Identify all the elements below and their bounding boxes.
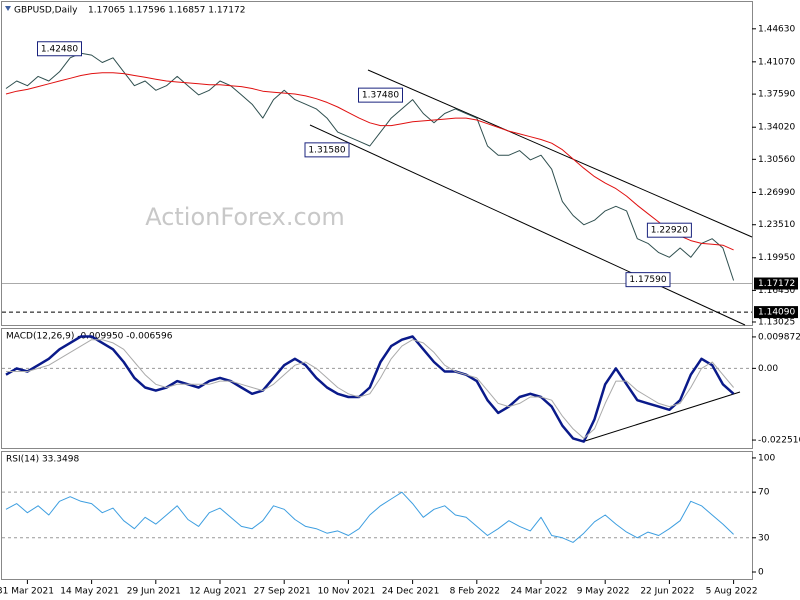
y-tick-label: 70: [758, 488, 770, 498]
x-tick-label: 14 May 2021: [60, 587, 119, 597]
price-panel: [1, 1, 753, 326]
y-tick-label: 1.26990: [758, 188, 795, 198]
annotation-label: 1.17590: [629, 275, 666, 285]
series-line: [5, 52, 735, 281]
x-tick-label: 27 Sep 2021: [254, 587, 311, 597]
x-tick-label: 31 Mar 2021: [0, 587, 54, 597]
y-tick-label: 1.19950: [758, 253, 795, 263]
annotation-box: [37, 41, 82, 57]
x-tick-label: 12 Aug 2021: [189, 587, 247, 597]
price-label: 1.17172: [758, 279, 795, 289]
chart-subtitle: 1.17065 1.17596 1.16857 1.17172: [88, 6, 245, 16]
macd-panel: [1, 328, 753, 449]
x-tick-label: 24 Dec 2021: [382, 587, 440, 597]
annotation-box: [646, 222, 692, 238]
annotation-box: [358, 87, 403, 103]
x-tick-label: 29 Jun 2021: [127, 587, 181, 597]
annotation-label: 1.42480: [41, 44, 78, 54]
watermark: ActionForex.com: [145, 203, 345, 231]
y-tick-label: 1.13025: [758, 317, 795, 327]
annotation-label: 1.22920: [651, 226, 688, 236]
x-tick-label: 5 Aug 2022: [706, 587, 758, 597]
series-line: [5, 491, 734, 543]
annotation-label: 1.31580: [308, 145, 345, 155]
chart-title: GBPUSD,Daily: [14, 6, 78, 16]
y-tick-label: 1.41070: [758, 57, 795, 67]
y-tick-label: 30: [758, 533, 770, 543]
y-tick-label: 1.37590: [758, 90, 795, 100]
rsi-title: RSI(14) 33.3498: [6, 455, 79, 465]
y-tick-label: 1.44630: [758, 24, 795, 34]
y-tick-label: 100: [758, 453, 775, 463]
x-tick-label: 9 May 2022: [577, 587, 630, 597]
annotation-box: [625, 272, 671, 288]
x-tick-label: 10 Nov 2021: [318, 587, 376, 597]
annotation-label: 1.37480: [362, 91, 399, 101]
price-label-box: [754, 306, 798, 319]
y-tick-label: -0.022516: [758, 436, 800, 446]
y-tick-label: 1.23510: [758, 220, 795, 230]
rsi-panel: [1, 451, 753, 580]
channel-upper: [367, 69, 753, 238]
y-tick-label: 1.34020: [758, 123, 795, 133]
series-line: [6, 339, 734, 439]
channel-lower: [309, 124, 746, 326]
x-tick-label: 8 Feb 2022: [450, 587, 500, 597]
x-tick-label: 24 Mar 2022: [510, 587, 567, 597]
y-tick-label: 0: [758, 568, 764, 578]
series-line: [5, 335, 735, 443]
price-label: 1.14090: [758, 308, 795, 318]
macd-trendline: [584, 391, 741, 442]
y-tick-label: 1.30560: [758, 155, 795, 165]
price-label-box: [754, 277, 798, 290]
series-line: [5, 72, 734, 251]
x-tick-label: 22 Jun 2022: [640, 587, 694, 597]
y-tick-label: 0.009872: [758, 332, 800, 342]
y-tick-label: 0.00: [758, 364, 778, 374]
annotation-box: [304, 142, 350, 158]
symbol-icon: [5, 6, 11, 11]
y-tick-label: 1.16430: [758, 286, 795, 296]
